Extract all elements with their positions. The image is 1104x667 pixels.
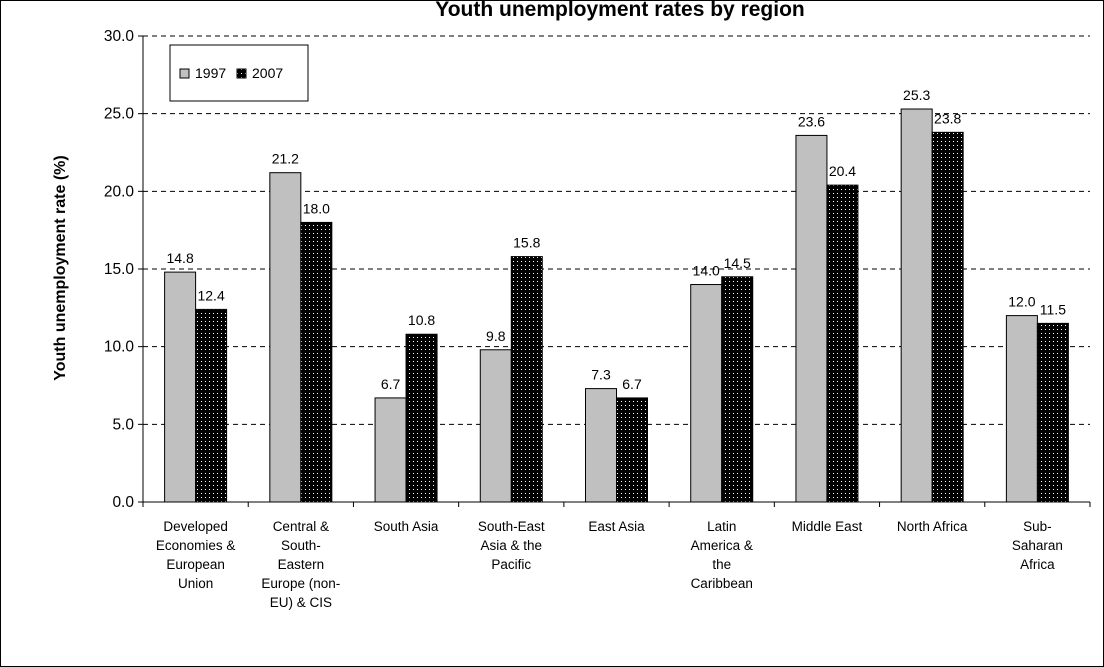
- bar-1997-7: [900, 108, 933, 503]
- category-label: East Asia: [588, 519, 645, 534]
- data-label-2007-8: 11.5: [1040, 301, 1066, 317]
- legend-box: [169, 44, 309, 102]
- data-label-2007-1: 18.0: [303, 200, 330, 216]
- category-label: Pacific: [491, 557, 531, 572]
- bar-2007-1: [300, 221, 333, 503]
- bar-2007-5: [721, 276, 754, 503]
- bar-2007-8: [1036, 322, 1069, 503]
- y-tick-label: 5.0: [112, 416, 134, 433]
- bar-1997-1: [269, 172, 302, 503]
- labels-layer: 0.0 5.0 10.0 15.0 20.0 25.0 30.0 14.8 12.4 Develo…: [104, 28, 1066, 610]
- category-label: the: [712, 557, 731, 572]
- y-axis-label: Youth unemployment rate (%): [52, 155, 69, 381]
- bar-2007-2: [405, 333, 438, 503]
- bars-layer: [164, 108, 1069, 503]
- category-label: South-East: [478, 519, 545, 534]
- category-label: America &: [691, 538, 753, 553]
- y-tick-label: 20.0: [104, 183, 135, 200]
- y-tick-label: 25.0: [104, 106, 135, 123]
- y-tick-label: 10.0: [104, 339, 135, 356]
- bar-1997-6: [795, 134, 828, 503]
- category-label: Developed: [163, 519, 228, 534]
- data-label-1997-5: 14.0: [693, 263, 720, 279]
- category-label: EU) & CIS: [270, 595, 332, 610]
- data-label-2007-6: 20.4: [829, 163, 856, 179]
- data-label-2007-3: 15.8: [513, 235, 540, 251]
- data-label-1997-3: 9.8: [486, 328, 506, 344]
- category-label: Sub-: [1023, 519, 1052, 534]
- category-label: Union: [178, 576, 213, 591]
- category-label: Europe (non-: [261, 576, 340, 591]
- legend-swatch-2007: [236, 68, 247, 79]
- category-label: European: [166, 557, 225, 572]
- data-label-1997-0: 14.8: [166, 250, 193, 266]
- bar-1997-2: [374, 397, 407, 503]
- legend-label-2007: 2007: [252, 65, 283, 81]
- data-label-2007-0: 12.4: [197, 287, 224, 303]
- bar-2007-0: [195, 308, 228, 503]
- category-label: Middle East: [792, 519, 863, 534]
- category-label: Economies &: [156, 538, 236, 553]
- bar-1997-3: [479, 349, 512, 503]
- data-label-1997-6: 23.6: [798, 113, 825, 129]
- chart-title: Youth unemployment rates by region: [435, 0, 805, 21]
- bar-1997-4: [585, 388, 617, 503]
- bar-1997-5: [690, 284, 723, 503]
- category-label: South-: [281, 538, 321, 553]
- category-label: Latin: [707, 519, 736, 534]
- category-label: Saharan: [1012, 538, 1063, 553]
- bar-2007-3: [510, 256, 543, 503]
- category-label: South Asia: [374, 519, 439, 534]
- data-label-1997-7: 25.3: [903, 87, 930, 103]
- category-label: Eastern: [278, 557, 325, 572]
- data-label-1997-8: 12.0: [1008, 294, 1035, 310]
- legend: 1997 2007: [169, 44, 309, 102]
- bar-2007-6: [826, 184, 859, 503]
- bar-1997-0: [164, 271, 197, 503]
- category-label: North Africa: [897, 519, 968, 534]
- data-label-1997-1: 21.2: [272, 151, 299, 167]
- legend-label-1997: 1997: [195, 65, 226, 81]
- category-label: Africa: [1020, 557, 1055, 572]
- y-tick-label: 30.0: [104, 28, 135, 45]
- bar-2007-7: [931, 131, 964, 503]
- y-tick-label: 15.0: [104, 261, 135, 278]
- data-label-1997-4: 7.3: [591, 367, 611, 383]
- data-label-2007-7: 23.8: [934, 110, 961, 126]
- y-tick-label: 0.0: [112, 494, 134, 511]
- data-label-2007-4: 6.7: [622, 376, 642, 392]
- axes-layer: [138, 35, 1091, 507]
- bar-2007-4: [616, 397, 648, 503]
- category-label: Caribbean: [691, 576, 753, 591]
- category-label: Asia & the: [481, 538, 543, 553]
- bar-1997-8: [1005, 315, 1038, 503]
- data-label-1997-2: 6.7: [381, 376, 401, 392]
- data-label-2007-2: 10.8: [408, 312, 435, 328]
- category-label: Central &: [273, 519, 329, 534]
- data-label-2007-5: 14.5: [724, 255, 751, 271]
- legend-swatch-1997: [179, 68, 190, 79]
